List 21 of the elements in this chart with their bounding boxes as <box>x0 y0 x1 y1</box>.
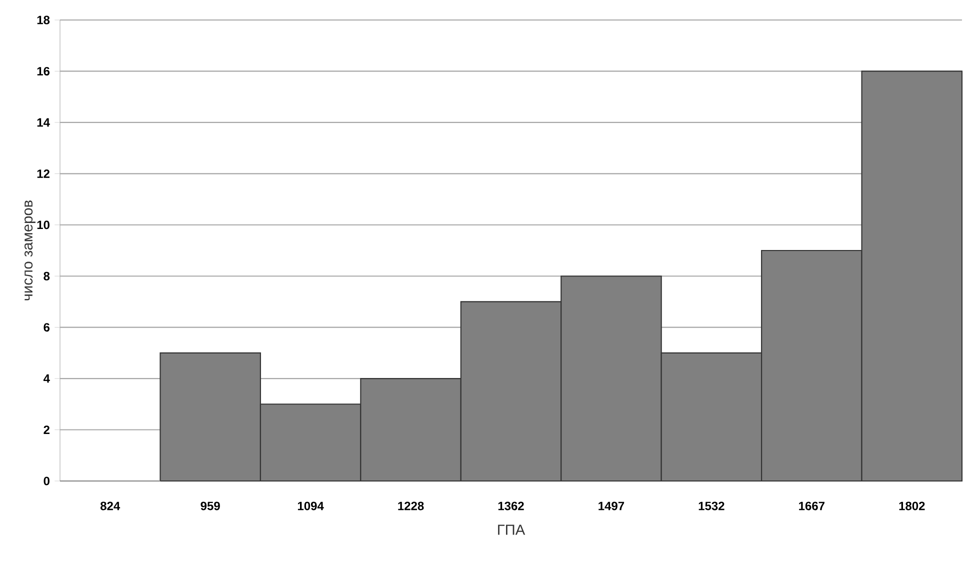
y-tick-label: 18 <box>37 16 50 24</box>
y-tick-label: 16 <box>37 66 50 76</box>
y-tick-label: 14 <box>37 118 50 127</box>
y-tick-label: 2 <box>44 426 50 434</box>
x-tick-label: 1094 <box>298 502 324 510</box>
x-tick-label: 1532 <box>698 502 724 510</box>
y-tick-label: 6 <box>44 323 50 332</box>
x-tick-label: 1667 <box>799 502 824 510</box>
x-axis-title: ГПА <box>498 524 526 535</box>
y-tick-label: 8 <box>44 272 50 280</box>
y-tick-label: 4 <box>43 374 50 383</box>
x-tick-label: 824 <box>100 502 120 510</box>
y-tick-label: 0 <box>44 476 50 486</box>
x-tick-label: 959 <box>200 502 220 510</box>
x-tick-label: 1497 <box>598 502 624 510</box>
x-tick-label: 1802 <box>899 502 925 510</box>
y-tick-label: 10 <box>37 220 50 230</box>
x-tick-label: 1228 <box>398 502 424 510</box>
x-tick-label: 1362 <box>498 502 524 510</box>
y-axis-title: число замеров <box>24 200 36 300</box>
y-tick-label: 12 <box>37 169 50 178</box>
